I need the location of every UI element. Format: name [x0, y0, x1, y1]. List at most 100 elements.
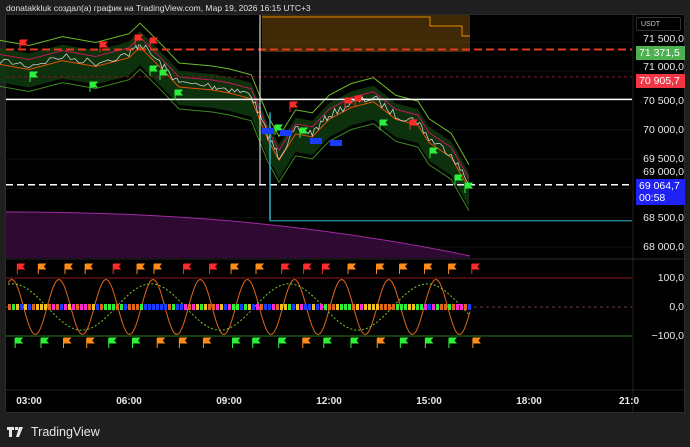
signal-flag-icon	[321, 263, 331, 274]
price-axis-label: 69 500,0	[643, 153, 684, 165]
histogram-bar	[36, 304, 39, 310]
brand-name: TradingView	[31, 425, 100, 439]
histogram-bar	[92, 304, 95, 310]
signal-flag-icon	[64, 263, 74, 274]
histogram-bar	[152, 304, 155, 310]
histogram-bar	[160, 304, 163, 310]
histogram-bar	[428, 304, 431, 310]
histogram-bar	[192, 304, 195, 310]
histogram-bar	[324, 304, 327, 310]
histogram-bar	[320, 304, 323, 310]
histogram-bar	[208, 304, 211, 310]
histogram-bar	[424, 304, 427, 310]
signal-flag-icon	[149, 37, 159, 48]
signal-flag-icon	[302, 337, 311, 348]
price-axis-label: 68 000,0	[643, 241, 684, 253]
histogram-bar	[120, 304, 123, 310]
signal-flag-icon	[299, 127, 309, 138]
signal-flag-icon	[350, 337, 360, 348]
time-axis-label: 15:00	[416, 396, 442, 407]
blue-marker	[310, 138, 322, 144]
blue-marker	[262, 128, 274, 134]
signal-flag-icon	[178, 337, 188, 348]
volume-profile-area	[6, 211, 470, 258]
histogram-bar	[268, 304, 271, 310]
signal-flag-icon	[429, 147, 439, 158]
histogram-bar	[12, 304, 15, 310]
signal-flag-icon	[231, 337, 241, 348]
price-axis-label: 71 000,0	[643, 61, 684, 73]
signal-flag-icon	[99, 41, 109, 52]
price-axis-label: 69 000,0	[643, 166, 684, 178]
histogram-bar	[116, 304, 119, 310]
signal-flag-icon	[183, 263, 192, 274]
histogram-bar	[132, 304, 135, 310]
histogram-bar	[204, 304, 207, 310]
signal-flag-icon	[289, 101, 299, 112]
footer-brand[interactable]: TradingView	[7, 425, 100, 439]
histogram-bar	[212, 304, 215, 310]
signal-flag-icon	[471, 263, 480, 274]
histogram-bar	[448, 304, 451, 310]
signal-flag-icon	[454, 174, 464, 185]
histogram-bar	[144, 304, 147, 310]
signal-flag-icon	[230, 263, 240, 274]
histogram-bar	[296, 304, 299, 310]
histogram-bar	[228, 304, 231, 310]
price-axis-label: 70 000,0	[643, 124, 684, 136]
signal-flag-icon	[399, 337, 409, 348]
signal-flag-icon	[278, 337, 287, 348]
signal-flag-icon	[19, 39, 29, 50]
histogram-bar	[304, 304, 307, 310]
histogram-bar	[32, 304, 35, 310]
signal-flag-icon	[108, 337, 117, 348]
histogram-bar	[284, 304, 287, 310]
histogram-bar	[224, 304, 227, 310]
time-axis-label: 09:00	[216, 396, 242, 407]
histogram-bar	[356, 304, 359, 310]
histogram-bar	[280, 304, 283, 310]
last-price-tag: 69 064,7 00:58	[636, 179, 685, 205]
chart-caption: donatakkluk создал(а) график на TradingV…	[6, 3, 311, 13]
signal-flag-icon	[379, 119, 389, 130]
blue-marker	[330, 140, 342, 146]
histogram-bar	[188, 304, 191, 310]
histogram-bar	[340, 304, 343, 310]
histogram-bar	[164, 304, 167, 310]
last-price: 69 064,7	[639, 180, 680, 192]
histogram-bar	[72, 304, 75, 310]
histogram-bar	[56, 304, 59, 310]
histogram-bar	[328, 304, 331, 310]
histogram-bar	[272, 304, 275, 310]
histogram-bar	[292, 304, 295, 310]
histogram-bar	[64, 304, 67, 310]
histogram-bar	[96, 304, 99, 310]
histogram-bar	[128, 304, 131, 310]
signal-flag-icon	[156, 337, 166, 348]
histogram-bar	[236, 304, 239, 310]
signal-flag-icon	[14, 337, 24, 348]
signal-flag-icon	[16, 263, 26, 274]
signal-flag-icon	[448, 263, 457, 274]
histogram-bar	[392, 304, 395, 310]
histogram-bar	[40, 304, 43, 310]
histogram-bar	[308, 304, 311, 310]
currency-selector[interactable]: USDT	[636, 17, 681, 31]
histogram-bar	[108, 304, 111, 310]
histogram-bar	[372, 304, 375, 310]
histogram-bar	[432, 304, 435, 310]
signal-flag-icon	[255, 263, 265, 274]
histogram-bar	[400, 304, 403, 310]
histogram-bar	[436, 304, 439, 310]
signal-flag-icon	[153, 263, 163, 274]
signal-flag-icon	[252, 337, 261, 348]
chart-panel[interactable]	[5, 14, 685, 413]
histogram-bar	[348, 304, 351, 310]
signal-flag-icon	[29, 71, 39, 82]
histogram-bar	[44, 304, 47, 310]
histogram-bar	[244, 304, 247, 310]
histogram-bar	[184, 304, 187, 310]
histogram-bar	[420, 304, 423, 310]
histogram-bar	[88, 304, 91, 310]
